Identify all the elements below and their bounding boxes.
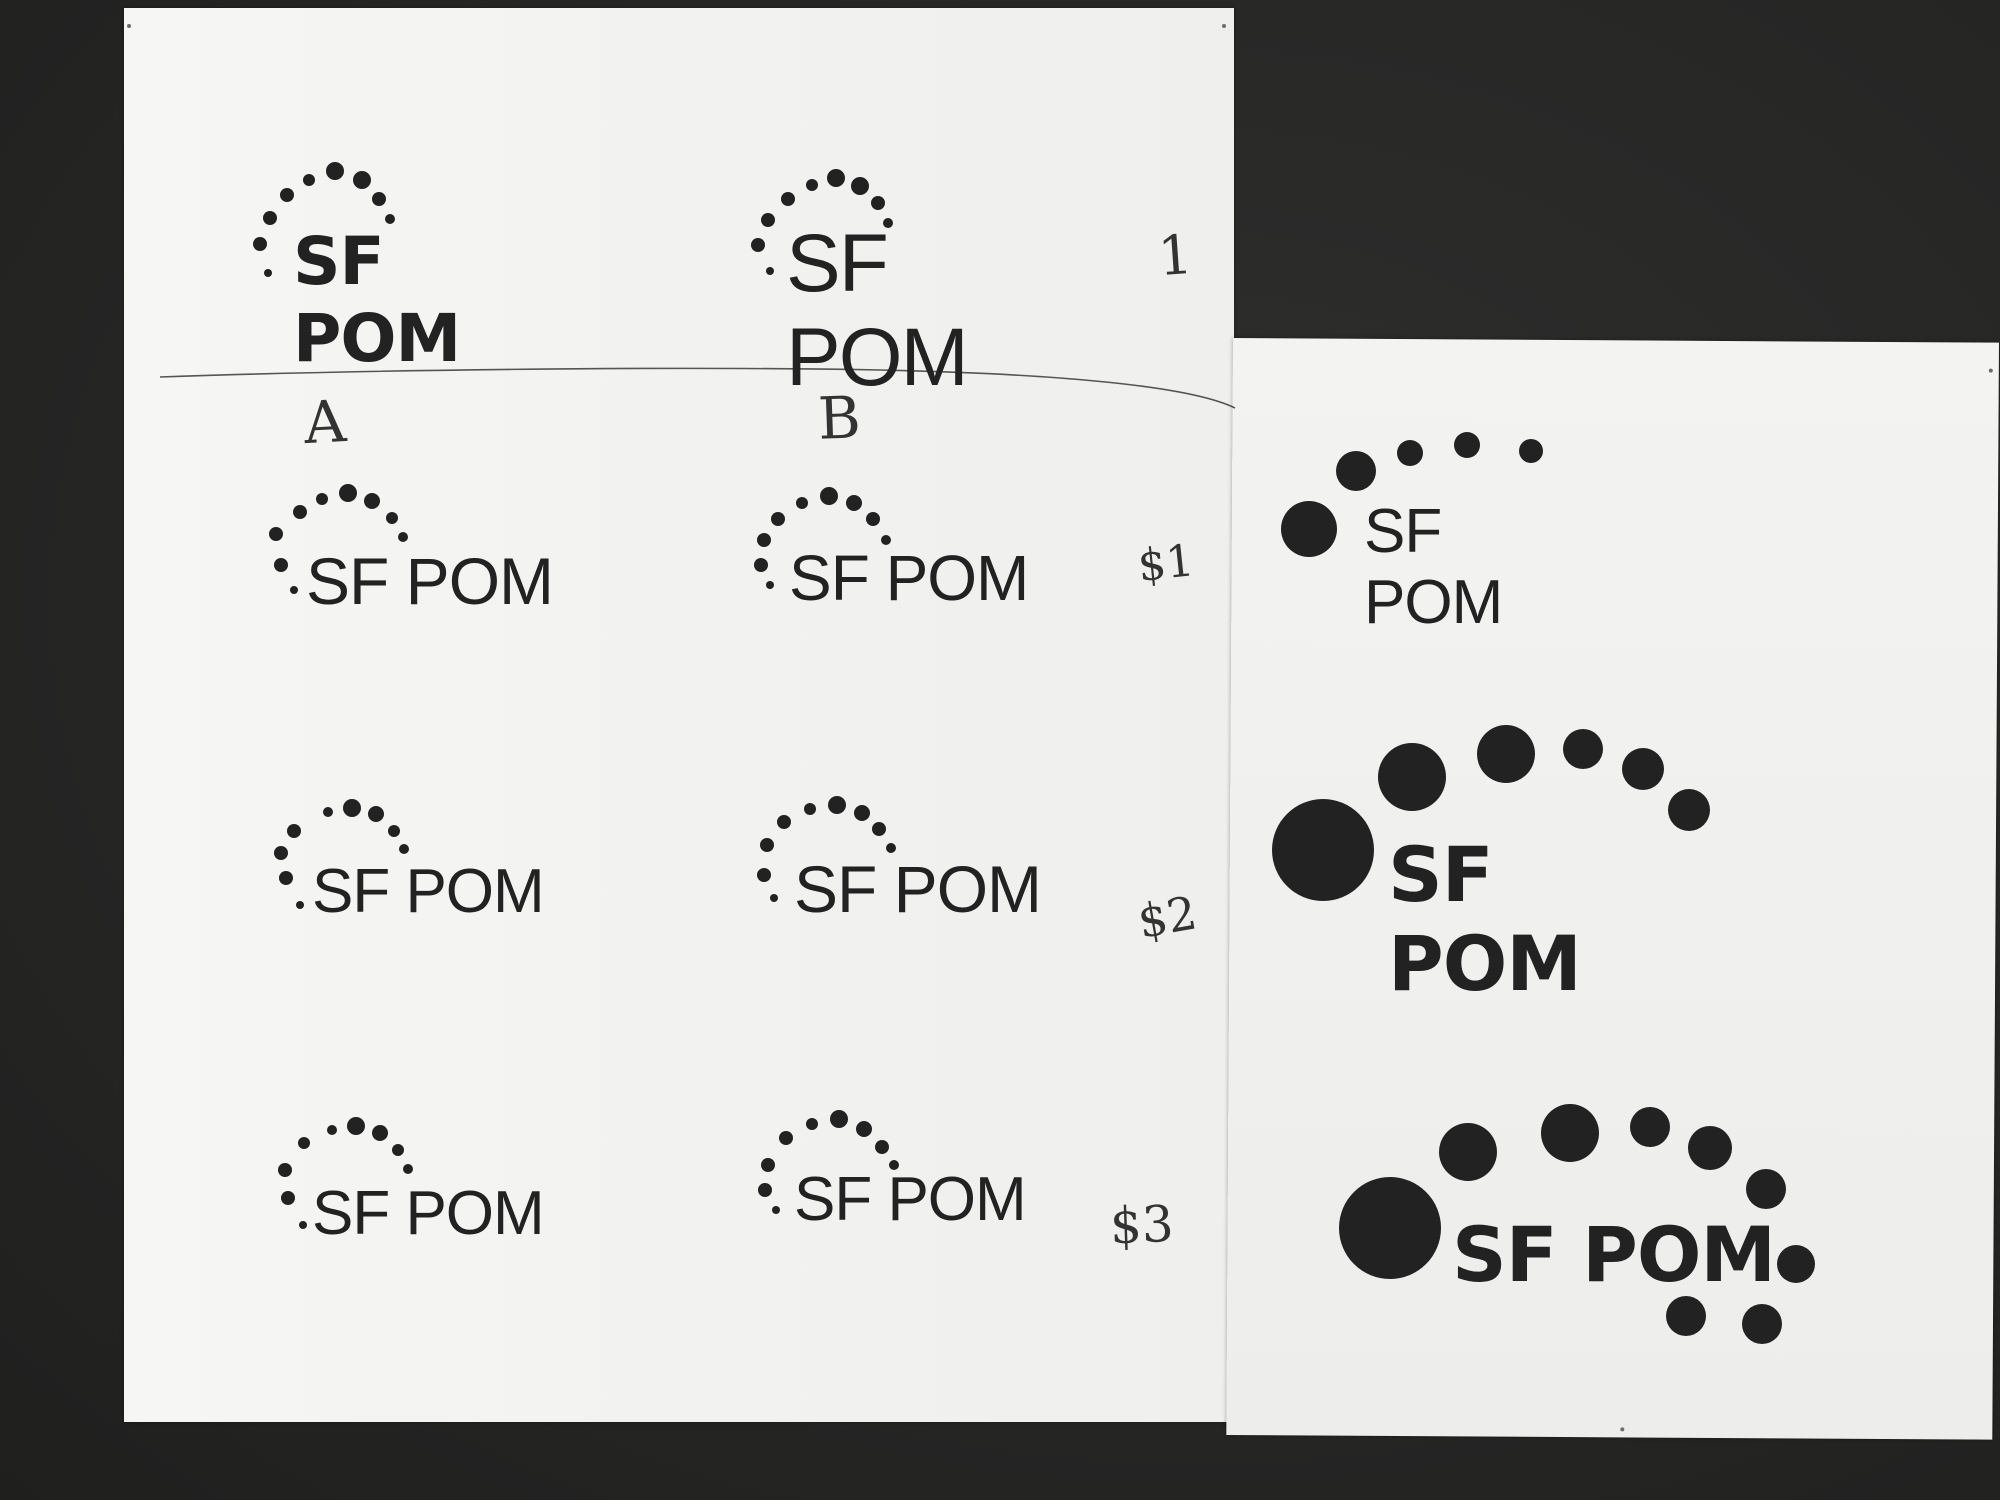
logo-wordmark: SF POM	[306, 544, 554, 618]
logo-a2: SF POM	[274, 798, 574, 926]
logo-wordmark: SF POM	[794, 852, 1042, 926]
column-label-a: A	[302, 386, 348, 458]
logo-wordmark: SF POM	[293, 223, 461, 377]
logo-top-bold: SF POM	[252, 155, 552, 377]
logo-wordmark: SF POM	[1388, 830, 1582, 1008]
handwritten-price-2: $2	[1133, 885, 1201, 949]
logo-wordmark: SF POM	[1452, 1210, 1776, 1299]
pin-hole	[1620, 1427, 1625, 1432]
handwritten-price-1: $1	[1135, 535, 1197, 592]
pencil-divider-line	[160, 367, 1236, 409]
pin-hole	[1222, 24, 1226, 28]
logo-right-bold: SF POM	[1270, 722, 1710, 1008]
logo-right-light: SF POM	[1280, 430, 1580, 637]
logo-a1: SF POM	[269, 484, 570, 618]
handwritten-mark-1: 1	[1155, 222, 1195, 289]
logo-top-light: SF POM	[751, 165, 1052, 403]
logo-b3: SF POM	[758, 1110, 1058, 1234]
pin-hole	[127, 24, 131, 28]
logo-a3: SF POM	[276, 1117, 576, 1248]
logo-wordmark: SF POM	[1364, 497, 1503, 637]
left-proof-sheet	[124, 8, 1234, 1422]
column-label-b: B	[816, 383, 862, 453]
pin-hole	[1988, 368, 1993, 373]
logo-b1: SF POM	[752, 485, 1052, 614]
logo-wordmark: SF POM	[312, 1179, 545, 1248]
logo-wordmark: SF POM	[794, 1165, 1027, 1234]
logo-wordmark: SF POM	[789, 542, 1029, 614]
logo-wordmark: SF POM	[786, 218, 969, 403]
logo-b2: SF POM	[756, 795, 1056, 926]
handwritten-price-3: $3	[1109, 1194, 1175, 1256]
logo-right-bold-wrapping: SF POM	[1338, 1100, 1818, 1344]
logo-wordmark: SF POM	[312, 857, 545, 926]
